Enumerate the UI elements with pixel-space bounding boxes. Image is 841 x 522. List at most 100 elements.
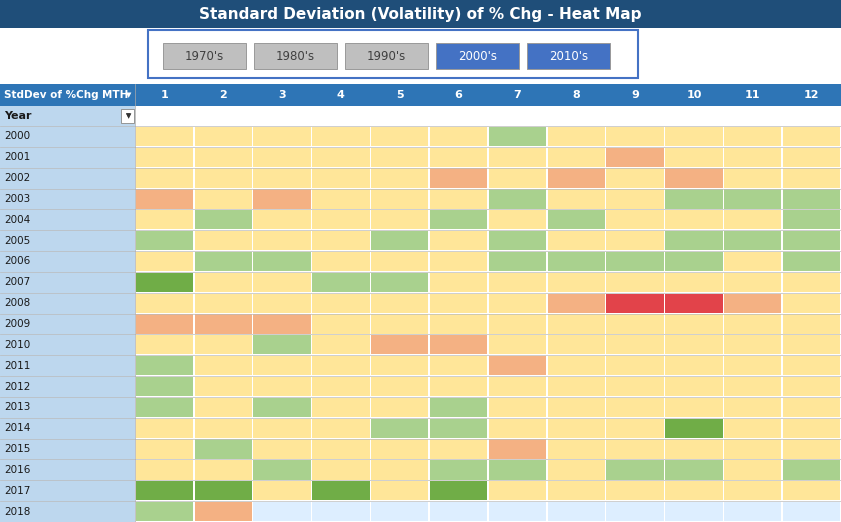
FancyBboxPatch shape bbox=[253, 169, 310, 188]
FancyBboxPatch shape bbox=[665, 356, 722, 375]
FancyBboxPatch shape bbox=[253, 356, 310, 375]
FancyBboxPatch shape bbox=[0, 459, 135, 480]
Text: ▼: ▼ bbox=[125, 113, 130, 118]
FancyBboxPatch shape bbox=[665, 419, 722, 438]
FancyBboxPatch shape bbox=[783, 419, 840, 438]
FancyBboxPatch shape bbox=[135, 419, 193, 438]
FancyBboxPatch shape bbox=[371, 460, 428, 480]
FancyBboxPatch shape bbox=[783, 481, 840, 501]
FancyBboxPatch shape bbox=[783, 127, 840, 146]
FancyBboxPatch shape bbox=[312, 460, 369, 480]
FancyBboxPatch shape bbox=[135, 502, 193, 521]
Text: 1980's: 1980's bbox=[276, 50, 315, 63]
FancyBboxPatch shape bbox=[724, 169, 781, 188]
FancyBboxPatch shape bbox=[371, 210, 428, 229]
FancyBboxPatch shape bbox=[312, 502, 369, 521]
FancyBboxPatch shape bbox=[312, 314, 369, 334]
FancyBboxPatch shape bbox=[312, 440, 369, 459]
FancyBboxPatch shape bbox=[606, 210, 664, 229]
FancyBboxPatch shape bbox=[430, 272, 487, 292]
FancyBboxPatch shape bbox=[312, 398, 369, 417]
FancyBboxPatch shape bbox=[0, 314, 135, 335]
FancyBboxPatch shape bbox=[430, 252, 487, 271]
FancyBboxPatch shape bbox=[371, 398, 428, 417]
FancyBboxPatch shape bbox=[547, 210, 605, 229]
FancyBboxPatch shape bbox=[163, 43, 246, 69]
FancyBboxPatch shape bbox=[194, 335, 251, 354]
Text: 2: 2 bbox=[220, 90, 227, 100]
Text: Year: Year bbox=[4, 111, 31, 121]
FancyBboxPatch shape bbox=[489, 189, 546, 209]
FancyBboxPatch shape bbox=[253, 314, 310, 334]
FancyBboxPatch shape bbox=[606, 440, 664, 459]
FancyBboxPatch shape bbox=[724, 127, 781, 146]
FancyBboxPatch shape bbox=[547, 231, 605, 250]
FancyBboxPatch shape bbox=[724, 377, 781, 396]
FancyBboxPatch shape bbox=[371, 335, 428, 354]
FancyBboxPatch shape bbox=[606, 356, 664, 375]
FancyBboxPatch shape bbox=[194, 252, 251, 271]
FancyBboxPatch shape bbox=[312, 356, 369, 375]
FancyBboxPatch shape bbox=[665, 335, 722, 354]
FancyBboxPatch shape bbox=[783, 148, 840, 167]
FancyBboxPatch shape bbox=[253, 377, 310, 396]
Text: 9: 9 bbox=[631, 90, 639, 100]
Text: 2009: 2009 bbox=[4, 319, 30, 329]
FancyBboxPatch shape bbox=[783, 314, 840, 334]
Text: 2016: 2016 bbox=[4, 465, 30, 475]
FancyBboxPatch shape bbox=[194, 189, 251, 209]
FancyBboxPatch shape bbox=[371, 148, 428, 167]
FancyBboxPatch shape bbox=[724, 189, 781, 209]
FancyBboxPatch shape bbox=[606, 314, 664, 334]
FancyBboxPatch shape bbox=[253, 231, 310, 250]
FancyBboxPatch shape bbox=[606, 377, 664, 396]
Text: 2000's: 2000's bbox=[458, 50, 497, 63]
FancyBboxPatch shape bbox=[194, 314, 251, 334]
FancyBboxPatch shape bbox=[135, 440, 193, 459]
FancyBboxPatch shape bbox=[606, 169, 664, 188]
FancyBboxPatch shape bbox=[665, 398, 722, 417]
FancyBboxPatch shape bbox=[724, 481, 781, 501]
Text: 2000: 2000 bbox=[4, 132, 30, 141]
FancyBboxPatch shape bbox=[547, 189, 605, 209]
FancyBboxPatch shape bbox=[253, 127, 310, 146]
FancyBboxPatch shape bbox=[312, 419, 369, 438]
Text: 2004: 2004 bbox=[4, 215, 30, 225]
FancyBboxPatch shape bbox=[0, 355, 135, 376]
FancyBboxPatch shape bbox=[489, 272, 546, 292]
FancyBboxPatch shape bbox=[0, 418, 135, 438]
FancyBboxPatch shape bbox=[724, 398, 781, 417]
FancyBboxPatch shape bbox=[783, 293, 840, 313]
FancyBboxPatch shape bbox=[194, 356, 251, 375]
FancyBboxPatch shape bbox=[0, 501, 135, 522]
FancyBboxPatch shape bbox=[253, 502, 310, 521]
FancyBboxPatch shape bbox=[783, 440, 840, 459]
FancyBboxPatch shape bbox=[135, 148, 193, 167]
FancyBboxPatch shape bbox=[665, 127, 722, 146]
FancyBboxPatch shape bbox=[724, 502, 781, 521]
FancyBboxPatch shape bbox=[547, 356, 605, 375]
FancyBboxPatch shape bbox=[665, 169, 722, 188]
FancyBboxPatch shape bbox=[547, 440, 605, 459]
FancyBboxPatch shape bbox=[606, 148, 664, 167]
FancyBboxPatch shape bbox=[606, 335, 664, 354]
FancyBboxPatch shape bbox=[606, 502, 664, 521]
FancyBboxPatch shape bbox=[430, 169, 487, 188]
Text: 1970's: 1970's bbox=[185, 50, 224, 63]
FancyBboxPatch shape bbox=[194, 272, 251, 292]
FancyBboxPatch shape bbox=[665, 252, 722, 271]
FancyBboxPatch shape bbox=[135, 252, 193, 271]
FancyBboxPatch shape bbox=[135, 356, 193, 375]
Text: MTH: MTH bbox=[102, 90, 128, 100]
FancyBboxPatch shape bbox=[547, 127, 605, 146]
Text: 6: 6 bbox=[455, 90, 463, 100]
FancyBboxPatch shape bbox=[783, 356, 840, 375]
FancyBboxPatch shape bbox=[489, 481, 546, 501]
FancyBboxPatch shape bbox=[665, 314, 722, 334]
FancyBboxPatch shape bbox=[547, 502, 605, 521]
FancyBboxPatch shape bbox=[371, 169, 428, 188]
FancyBboxPatch shape bbox=[724, 293, 781, 313]
FancyBboxPatch shape bbox=[783, 252, 840, 271]
FancyBboxPatch shape bbox=[665, 293, 722, 313]
FancyBboxPatch shape bbox=[489, 231, 546, 250]
